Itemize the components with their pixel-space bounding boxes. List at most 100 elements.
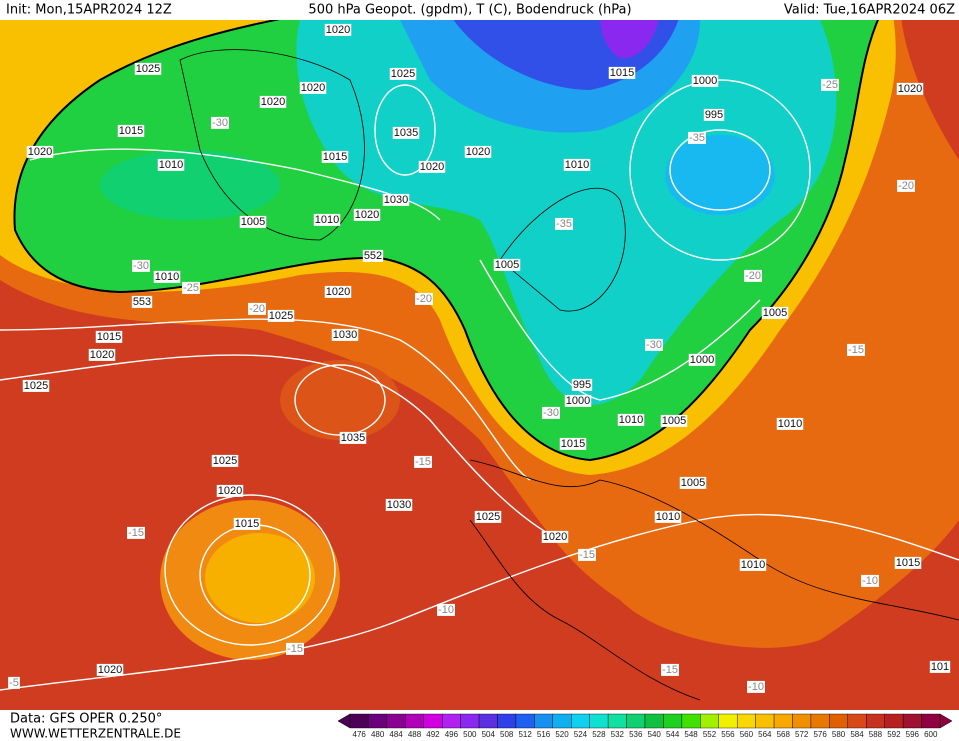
pressure-label: 1025 <box>136 63 160 75</box>
label-box <box>22 379 50 392</box>
pressure-label: 1025 <box>391 68 415 80</box>
pressure-label: 1015 <box>235 518 259 530</box>
colorbar-cell <box>460 713 480 729</box>
isobar <box>0 513 959 691</box>
field-high-2 <box>280 360 400 440</box>
colorbar-label: 508 <box>500 730 514 739</box>
label-box <box>26 145 54 158</box>
colorbar-label: 596 <box>906 730 920 739</box>
pressure-label: 1015 <box>610 67 634 79</box>
colorbar-cell <box>736 713 756 729</box>
label-box <box>847 343 865 356</box>
colorbar-label: 552 <box>703 730 717 739</box>
colorbar-cell <box>792 713 812 729</box>
pressure-label: 1030 <box>333 329 357 341</box>
pressure-label: 1020 <box>466 146 490 158</box>
colorbar-label: 560 <box>740 730 754 739</box>
temperature-label: -15 <box>848 344 864 356</box>
colorbar-label: 572 <box>795 730 809 739</box>
label-box <box>313 213 341 226</box>
pressure-label: 1010 <box>155 271 179 283</box>
pressure-label: 1010 <box>159 159 183 171</box>
label-box <box>88 348 116 361</box>
colorbar-label: 528 <box>592 730 606 739</box>
temperature-label: -30 <box>133 260 149 272</box>
colorbar-cell <box>829 713 849 729</box>
colorbar-cell <box>718 713 738 729</box>
coastlines <box>179 49 959 701</box>
colorbar-label: 492 <box>426 730 440 739</box>
temperature-label: -35 <box>556 218 572 230</box>
label-box <box>645 338 663 351</box>
label-box <box>464 145 492 158</box>
pressure-label: 101 <box>931 661 949 673</box>
label-box <box>747 680 765 693</box>
label-box <box>131 295 153 308</box>
colorbar-label: 476 <box>353 730 367 739</box>
label-box <box>117 124 145 137</box>
label-box <box>286 642 304 655</box>
field-purple <box>600 15 660 59</box>
colorbar-cell <box>847 713 867 729</box>
label-box <box>392 126 420 139</box>
colorbar-label: 536 <box>629 730 643 739</box>
site: WWW.WETTERZENTRALE.DE <box>10 727 181 741</box>
label-box <box>688 131 706 144</box>
colorbar-label: 532 <box>611 730 625 739</box>
label-box <box>182 281 200 294</box>
pressure-label: 1005 <box>662 415 686 427</box>
label-box <box>608 66 636 79</box>
label-box <box>571 378 593 391</box>
label-box <box>896 82 924 95</box>
label-box <box>153 270 181 283</box>
temperature-label: -5 <box>9 677 19 689</box>
label-box <box>132 259 150 272</box>
colorbar-cell <box>810 713 830 729</box>
label-box <box>703 108 725 121</box>
header-bar <box>0 0 959 20</box>
pressure-label: 1020 <box>898 83 922 95</box>
colorbar-cell <box>773 713 793 729</box>
colorbar-cell <box>368 713 388 729</box>
data-source: Data: GFS OPER 0.250° <box>10 712 162 727</box>
label-box <box>353 208 381 221</box>
valid-time: Valid: Tue,16APR2024 06Z <box>784 3 955 18</box>
temperature-label: -15 <box>128 527 144 539</box>
colorbar-label: 480 <box>371 730 385 739</box>
map-title: 500 hPa Geopot. (gpdm), T (C), Bodendruc… <box>308 3 631 18</box>
temperature-label: -35 <box>689 132 705 144</box>
label-box <box>691 74 719 87</box>
pressure-label: 995 <box>705 109 723 121</box>
colorbar-cell <box>534 713 554 729</box>
pressure-label: 1010 <box>315 214 339 226</box>
label-box <box>324 285 352 298</box>
label-box <box>267 309 295 322</box>
colorbar-label: 516 <box>537 730 551 739</box>
label-box <box>382 193 410 206</box>
temperature-label: -15 <box>579 549 595 561</box>
colorbar-label: 496 <box>445 730 459 739</box>
label-box <box>660 414 688 427</box>
field-cyan <box>296 20 837 405</box>
temperature-label: -30 <box>646 339 662 351</box>
colorbar-label: 540 <box>648 730 662 739</box>
colorbar-cell <box>441 713 461 729</box>
pressure-label: 1005 <box>241 216 265 228</box>
label-box <box>563 158 591 171</box>
temperature-label: -10 <box>748 681 764 693</box>
label-box <box>861 574 879 587</box>
colorbar-cell <box>921 713 941 729</box>
colorbar-cell <box>663 713 683 729</box>
pressure-label: 1015 <box>97 331 121 343</box>
colorbar-label: 584 <box>850 730 864 739</box>
pressure-label: 1020 <box>543 531 567 543</box>
label-box <box>216 484 244 497</box>
temperature-label: -20 <box>416 293 432 305</box>
label-box <box>239 215 267 228</box>
label-box <box>761 306 789 319</box>
pressure-label: 1030 <box>384 194 408 206</box>
coast-europe <box>469 459 959 621</box>
pressure-label: 1030 <box>387 499 411 511</box>
colorbar-cell <box>902 713 922 729</box>
colorbar-label: 564 <box>758 730 772 739</box>
